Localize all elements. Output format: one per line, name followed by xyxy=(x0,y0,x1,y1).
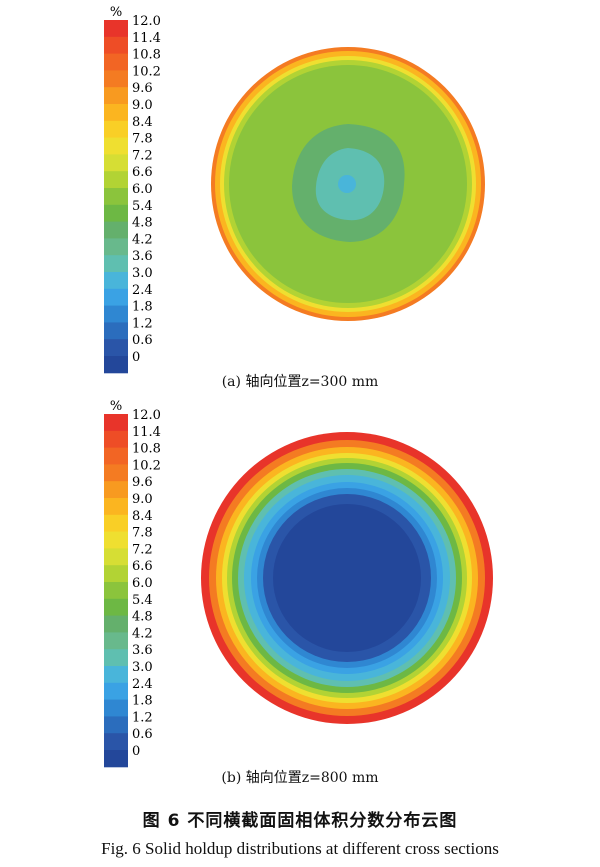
colorbar-swatch-a xyxy=(104,221,128,239)
colorbar-swatch-b xyxy=(104,733,128,751)
colorbar-tick-a: 3.0 xyxy=(132,266,153,281)
colorbar-tick-a: 7.2 xyxy=(132,148,153,163)
colorbar-tick-b: 0 xyxy=(132,744,140,759)
colorbar-tick-a: 9.0 xyxy=(132,98,153,113)
colorbar-tick-b: 7.2 xyxy=(132,542,153,557)
colorbar-swatch-a xyxy=(104,154,128,172)
colorbar-swatch-a xyxy=(104,288,128,307)
colorbar-tick-a: 4.2 xyxy=(132,232,153,247)
colorbar-swatch-b xyxy=(104,682,128,701)
colorbar-tick-a: 10.8 xyxy=(132,48,161,63)
colorbar-tick-b: 10.8 xyxy=(132,442,161,457)
colorbar-tick-b: 4.8 xyxy=(132,610,153,625)
colorbar-swatch-a xyxy=(104,87,128,105)
colorbar-tick-a: 4.8 xyxy=(132,216,153,231)
colorbar-tick-a: 11.4 xyxy=(132,31,161,46)
panel-b: % 12.0 11.4 10.810.2 9.6 9.0 8.4 7.87.2 6.6 6.0 5.… xyxy=(104,399,493,768)
colorbar-swatch-a xyxy=(104,188,128,206)
colorbar-swatch-a xyxy=(104,53,128,71)
colorbar-tick-a: 0.6 xyxy=(132,333,153,348)
colorbar-tick-b: 6.0 xyxy=(132,576,153,591)
colorbar-swatch-b xyxy=(104,750,128,768)
colorbar-swatch-b xyxy=(104,447,128,465)
panel-b-label: (b) 轴向位置z=800 mm xyxy=(221,770,379,786)
colorbar-b: % 12.0 11.4 10.810.2 9.6 9.0 8.4 7.87.2 6.6 6.0 5.… xyxy=(104,399,161,768)
colorbar-tick-b: 8.4 xyxy=(132,509,153,524)
colorbar-swatch-b xyxy=(104,666,128,684)
colorbar-swatch-b xyxy=(104,699,128,717)
colorbar-tick-a: 0 xyxy=(132,350,140,365)
contour-plot-a xyxy=(211,47,485,321)
colorbar-swatch-b xyxy=(104,548,128,566)
colorbar-swatch-a xyxy=(104,204,128,223)
colorbar-swatch-a xyxy=(104,356,128,374)
colorbar-swatch-b xyxy=(104,531,128,549)
colorbar-unit-b: % xyxy=(110,399,122,414)
colorbar-swatch-b xyxy=(104,414,128,432)
colorbar-tick-a: 6.0 xyxy=(132,182,153,197)
colorbar-tick-b: 9.0 xyxy=(132,492,153,507)
colorbar-tick-b: 11.4 xyxy=(132,425,161,440)
colorbar-tick-b: 3.0 xyxy=(132,660,153,675)
figure-caption-en: Fig. 6 Solid holdup distributions at dif… xyxy=(101,839,499,858)
region-a-core xyxy=(338,175,356,193)
colorbar-tick-b: 10.2 xyxy=(132,458,161,473)
colorbar-tick-a: 12.0 xyxy=(132,14,161,29)
colorbar-tick-b: 0.6 xyxy=(132,727,153,742)
colorbar-swatch-b xyxy=(104,565,128,583)
colorbar-swatch-b xyxy=(104,632,128,650)
colorbar-swatch-a xyxy=(104,20,128,38)
colorbar-tick-a: 3.6 xyxy=(132,249,153,264)
colorbar-tick-b: 6.6 xyxy=(132,559,153,574)
colorbar-tick-a: 5.4 xyxy=(132,199,153,214)
colorbar-tick-a: 6.6 xyxy=(132,165,153,180)
colorbar-tick-b: 3.6 xyxy=(132,643,153,658)
colorbar-swatch-a xyxy=(104,70,128,88)
colorbar-swatch-b xyxy=(104,716,128,734)
colorbar-swatch-b xyxy=(104,498,128,516)
colorbar-tick-b: 4.2 xyxy=(132,626,153,641)
colorbar-tick-a: 2.4 xyxy=(132,283,153,298)
colorbar-swatch-a xyxy=(104,120,128,139)
colorbar-swatch-b xyxy=(104,598,128,617)
colorbar-tick-a: 8.4 xyxy=(132,115,153,130)
colorbar-swatch-a xyxy=(104,36,128,55)
colorbar-swatch-a xyxy=(104,104,128,122)
colorbar-swatch-a xyxy=(104,322,128,340)
colorbar-tick-a: 7.8 xyxy=(132,132,153,147)
colorbar-swatch-b xyxy=(104,481,128,499)
colorbar-tick-b: 5.4 xyxy=(132,593,153,608)
colorbar-tick-b: 7.8 xyxy=(132,526,153,541)
colorbar-tick-a: 10.2 xyxy=(132,64,161,79)
colorbar-swatch-b xyxy=(104,582,128,600)
contour-plot-b xyxy=(201,432,493,724)
colorbar-tick-a: 1.8 xyxy=(132,300,153,315)
panel-a: % 12.0 11.4 10.810.2 9.6 9.0 8.4 7.87.2 6.6 6.0 5.… xyxy=(104,5,485,374)
colorbar-swatch-b xyxy=(104,615,128,633)
colorbar-swatch-a xyxy=(104,137,128,155)
colorbar-swatch-b xyxy=(104,514,128,533)
colorbar-tick-b: 1.2 xyxy=(132,710,153,725)
colorbar-a: % 12.0 11.4 10.810.2 9.6 9.0 8.4 7.87.2 6.6 6.0 5.… xyxy=(104,5,161,374)
colorbar-unit-a: % xyxy=(110,5,122,20)
colorbar-swatch-b xyxy=(104,649,128,667)
colorbar-swatch-a xyxy=(104,339,128,357)
colorbar-swatch-a xyxy=(104,255,128,273)
colorbar-swatch-b xyxy=(104,464,128,482)
panel-a-label: (a) 轴向位置z=300 mm xyxy=(221,374,379,390)
colorbar-tick-b: 2.4 xyxy=(132,677,153,692)
colorbar-swatch-a xyxy=(104,305,128,323)
colorbar-swatch-a xyxy=(104,171,128,189)
colorbar-tick-a: 1.2 xyxy=(132,316,153,331)
colorbar-swatch-b xyxy=(104,430,128,449)
colorbar-tick-b: 9.6 xyxy=(132,475,153,490)
region-b-core xyxy=(273,504,421,652)
colorbar-tick-a: 9.6 xyxy=(132,81,153,96)
colorbar-tick-b: 12.0 xyxy=(132,408,161,423)
colorbar-swatch-a xyxy=(104,272,128,290)
colorbar-swatch-a xyxy=(104,238,128,256)
figure-caption-cn: 图 6 不同横截面固相体积分数分布云图 xyxy=(142,811,458,831)
colorbar-tick-b: 1.8 xyxy=(132,694,153,709)
